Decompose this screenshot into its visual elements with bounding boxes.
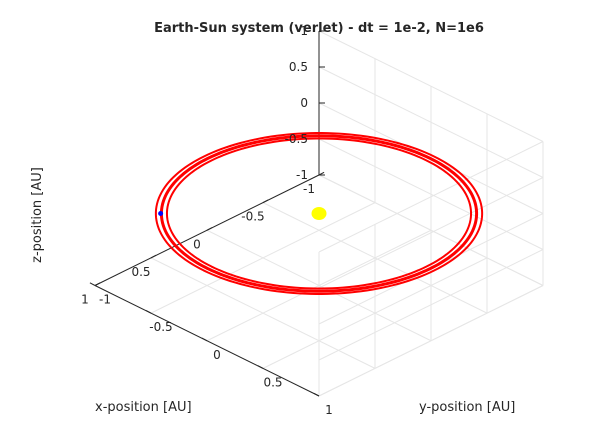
x-tick: [94, 282, 101, 286]
x-tick: [262, 199, 269, 204]
orbit-path: [159, 134, 479, 293]
x-tick-label: -1: [303, 182, 315, 196]
chart-title: Earth-Sun system (verlet) - dt = 1e-2, N…: [154, 21, 484, 36]
x-tick-label: -0.5: [241, 210, 264, 224]
y-tick-label: -0.5: [149, 320, 172, 334]
grid-line: [318, 141, 544, 253]
y-tick-label: -1: [99, 293, 111, 307]
z-tick-label: 0: [300, 96, 308, 110]
y-tick: [201, 337, 208, 342]
grid-line: [318, 249, 544, 361]
x-tick-label: 1: [81, 293, 89, 307]
grid-line: [318, 30, 544, 142]
x-axis-label: x-position [AU]: [95, 400, 192, 415]
orbit-path: [165, 137, 473, 290]
data-series: [154, 132, 484, 295]
y-tick: [257, 365, 264, 369]
x-tick-label: 0.5: [131, 265, 150, 279]
grid-line: [150, 202, 376, 314]
axes: [89, 30, 325, 397]
grid-line: [318, 138, 544, 250]
z-tick-label: 1: [300, 24, 308, 38]
y-tick-label: 1: [325, 403, 333, 417]
x-tick: [150, 254, 157, 259]
tick-labels: -1 -0.5 0 0.5 1 -1 -0.5 0 0.5 1 -1 -0.5 0 0.5 1: [81, 24, 333, 417]
z-axis-label: z-position [AU]: [30, 167, 45, 263]
earth-final-marker: [158, 211, 164, 216]
x-tick-label: 0: [193, 237, 201, 251]
orbit-path: [154, 132, 484, 295]
x-tick: [206, 227, 213, 231]
y-tick: [313, 392, 320, 397]
z-tick-label: 0.5: [289, 60, 308, 74]
z-tick-label: -1: [296, 168, 308, 182]
y-tick-label: 0: [213, 348, 221, 362]
y-tick-label: 0.5: [263, 375, 282, 389]
grid-line: [318, 285, 544, 397]
grid-line: [318, 66, 544, 178]
y-tick: [89, 282, 96, 286]
y-axis-label: y-position [AU]: [419, 400, 515, 415]
sun-marker: [311, 207, 327, 220]
grid-line: [318, 177, 544, 289]
y-tick: [145, 309, 152, 314]
z-tick-label: -0.5: [285, 132, 308, 146]
